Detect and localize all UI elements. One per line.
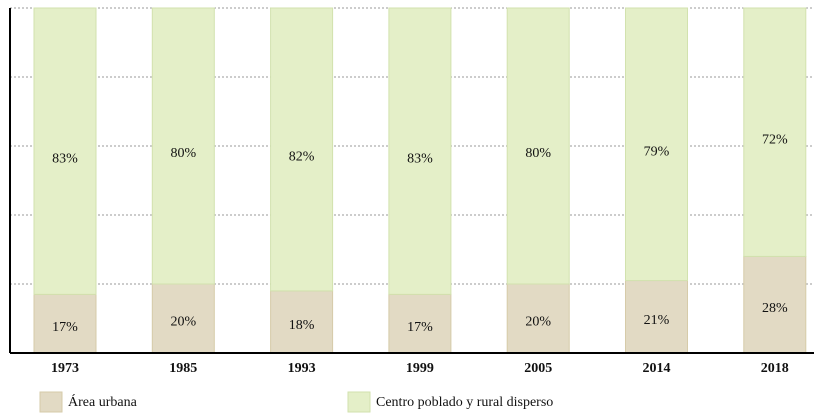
bar-segment: [151, 7, 215, 285]
value-label: 83%: [407, 151, 433, 166]
value-label: 80%: [525, 146, 551, 161]
bar-segment: [388, 293, 452, 354]
bar-segment: [743, 255, 807, 354]
x-tick-label: 1999: [406, 361, 434, 376]
value-label: 83%: [52, 151, 78, 166]
bar-segment: [151, 283, 215, 354]
value-label: 20%: [170, 315, 196, 330]
legend-swatch: [39, 391, 63, 413]
value-label: 21%: [644, 313, 670, 328]
value-label: 18%: [289, 318, 315, 333]
x-tick-label: 2018: [761, 361, 789, 376]
value-label: 28%: [762, 301, 788, 316]
legend-swatch: [347, 391, 371, 413]
bar-segment: [270, 7, 334, 292]
bar-segment: [625, 7, 688, 282]
x-tick-label: 1973: [51, 361, 79, 376]
bar-segment: [625, 280, 688, 354]
x-tick-label: 2005: [524, 361, 552, 376]
value-label: 79%: [644, 144, 670, 159]
bar-segment: [506, 7, 570, 285]
x-tick-label: 1985: [169, 361, 197, 376]
value-label: 80%: [170, 146, 196, 161]
value-label: 72%: [762, 132, 788, 147]
bar-segment: [388, 7, 452, 295]
bar-segment: [270, 290, 334, 354]
value-label: 17%: [52, 320, 78, 335]
value-label: 20%: [525, 315, 551, 330]
value-label: 17%: [407, 320, 433, 335]
bar-segment: [743, 7, 807, 257]
value-label: 82%: [289, 150, 315, 165]
x-tick-label: 2014: [643, 361, 671, 376]
bar-segment: [33, 7, 97, 295]
legend-label: Área urbana: [68, 393, 138, 410]
legend-label: Centro poblado y rural disperso: [376, 395, 553, 410]
x-tick-label: 1993: [288, 361, 316, 376]
